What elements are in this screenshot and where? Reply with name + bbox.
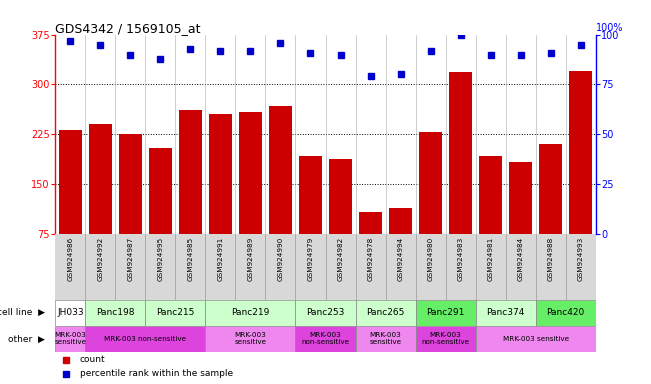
Bar [419, 132, 442, 234]
Text: MRK-003 sensitive: MRK-003 sensitive [503, 336, 569, 342]
Text: GSM924991: GSM924991 [217, 237, 223, 281]
Bar [389, 208, 412, 234]
Text: GSM924983: GSM924983 [458, 237, 464, 281]
Text: GSM924981: GSM924981 [488, 237, 493, 281]
Text: GSM924978: GSM924978 [368, 237, 374, 281]
Bar [55, 300, 85, 326]
Bar [149, 148, 172, 234]
Text: GSM924984: GSM924984 [518, 237, 523, 281]
Bar [270, 106, 292, 234]
Text: MRK-003
sensitive: MRK-003 sensitive [234, 333, 266, 346]
Text: MRK-003
sensitive: MRK-003 sensitive [54, 333, 87, 346]
Text: GSM924986: GSM924986 [67, 237, 74, 281]
Text: GSM924987: GSM924987 [128, 237, 133, 281]
Bar [55, 326, 85, 352]
Bar [509, 162, 532, 234]
Text: cell line  ▶: cell line ▶ [0, 308, 44, 317]
Bar [206, 326, 296, 352]
Text: Panc198: Panc198 [96, 308, 135, 317]
Bar [145, 300, 206, 326]
Text: Panc374: Panc374 [486, 308, 525, 317]
Text: MRK-003
non-sensitive: MRK-003 non-sensitive [301, 333, 350, 346]
Text: GDS4342 / 1569105_at: GDS4342 / 1569105_at [55, 22, 201, 35]
Bar [355, 300, 415, 326]
Bar [355, 326, 415, 352]
Bar [206, 300, 296, 326]
Bar [89, 124, 111, 234]
Bar [119, 134, 142, 234]
Text: GSM924992: GSM924992 [98, 237, 104, 281]
Text: Panc215: Panc215 [156, 308, 195, 317]
Bar [296, 326, 355, 352]
Text: percentile rank within the sample: percentile rank within the sample [79, 369, 233, 379]
Text: GSM924985: GSM924985 [187, 237, 193, 281]
Bar [415, 300, 476, 326]
Bar [479, 156, 502, 234]
Bar [85, 300, 145, 326]
Bar [239, 113, 262, 234]
Text: GSM924995: GSM924995 [158, 237, 163, 281]
Bar [179, 110, 202, 234]
Text: GSM924990: GSM924990 [277, 237, 283, 281]
Bar [476, 326, 596, 352]
Text: MRK-003 non-sensitive: MRK-003 non-sensitive [104, 336, 186, 342]
Text: GSM924979: GSM924979 [307, 237, 314, 281]
Bar [359, 212, 381, 234]
Bar [449, 73, 472, 234]
Bar [209, 114, 232, 234]
Text: Panc291: Panc291 [426, 308, 465, 317]
Text: Panc253: Panc253 [307, 308, 344, 317]
Bar [536, 300, 596, 326]
Bar [59, 130, 81, 234]
Bar [296, 300, 355, 326]
Text: Panc420: Panc420 [547, 308, 585, 317]
Bar [329, 159, 352, 234]
Text: Panc265: Panc265 [367, 308, 405, 317]
Text: Panc219: Panc219 [231, 308, 270, 317]
Text: GSM924980: GSM924980 [428, 237, 434, 281]
Text: GSM924982: GSM924982 [337, 237, 344, 281]
Text: MRK-003
non-sensitive: MRK-003 non-sensitive [421, 333, 469, 346]
Bar [476, 300, 536, 326]
Text: 100%: 100% [596, 23, 623, 33]
Text: GSM924988: GSM924988 [547, 237, 553, 281]
Bar [540, 144, 562, 234]
Bar [299, 156, 322, 234]
Text: GSM924993: GSM924993 [577, 237, 584, 281]
Text: GSM924994: GSM924994 [398, 237, 404, 281]
Text: count: count [79, 356, 105, 364]
Text: other  ▶: other ▶ [8, 334, 44, 343]
Bar [570, 71, 592, 234]
Text: JH033: JH033 [57, 308, 84, 317]
Text: MRK-003
sensitive: MRK-003 sensitive [370, 333, 402, 346]
Text: GSM924989: GSM924989 [247, 237, 253, 281]
Bar [85, 326, 206, 352]
Bar [415, 326, 476, 352]
